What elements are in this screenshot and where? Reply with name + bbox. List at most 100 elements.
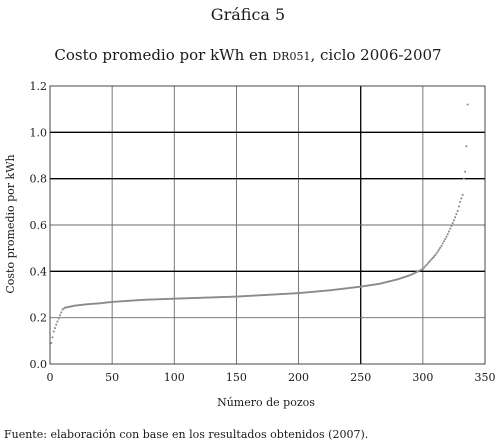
data-point	[172, 297, 174, 300]
data-point	[73, 304, 76, 307]
data-point	[269, 293, 271, 296]
data-point	[108, 301, 111, 304]
y-tick-label: 0.4	[30, 265, 48, 278]
data-point	[88, 303, 91, 305]
data-point	[228, 295, 230, 298]
data-point	[357, 286, 360, 288]
data-point	[96, 302, 99, 305]
data-point	[157, 298, 160, 301]
data-point	[80, 304, 82, 306]
data-point	[418, 269, 421, 272]
data-point	[239, 295, 242, 298]
data-point	[366, 284, 368, 287]
data-point	[363, 285, 366, 287]
data-point	[151, 298, 153, 301]
y-tick-label: 1.2	[30, 80, 48, 93]
data-point	[190, 297, 193, 299]
data-point	[131, 299, 133, 302]
data-point	[443, 240, 445, 243]
data-point	[356, 286, 358, 288]
data-point	[429, 259, 432, 262]
data-point	[192, 297, 194, 299]
data-point	[311, 290, 314, 293]
y-tick-label: 0.2	[30, 312, 48, 325]
chart-title-post: , ciclo 2006-2007	[310, 46, 441, 64]
x-tick-label: 350	[475, 371, 496, 384]
data-point	[462, 177, 465, 180]
data-point	[164, 298, 167, 300]
data-point	[464, 170, 467, 173]
data-point	[216, 296, 219, 299]
data-point	[97, 302, 100, 305]
data-point	[250, 294, 253, 297]
data-point	[460, 197, 463, 200]
data-point	[189, 297, 192, 300]
data-point	[266, 293, 269, 296]
data-point	[455, 213, 458, 216]
data-point	[375, 283, 378, 286]
data-point	[219, 296, 222, 299]
data-point	[298, 292, 301, 294]
data-point	[361, 285, 363, 288]
data-point	[122, 300, 125, 303]
data-point	[137, 299, 140, 302]
data-point	[450, 225, 453, 227]
data-point	[372, 283, 375, 286]
data-point	[368, 284, 371, 287]
grid-lines	[50, 86, 485, 364]
data-point	[187, 297, 189, 300]
data-point	[200, 296, 203, 299]
data-point	[154, 298, 157, 301]
data-point	[389, 280, 392, 282]
data-point	[54, 327, 56, 329]
data-point	[139, 299, 142, 301]
data-point	[244, 295, 247, 297]
data-point	[333, 288, 336, 291]
data-point	[195, 297, 198, 299]
data-point	[93, 302, 96, 305]
chart-title-pre: Costo promedio por kWh en	[54, 46, 272, 64]
data-point	[398, 277, 401, 280]
data-point	[78, 304, 81, 306]
plot-area-frame	[49, 85, 486, 365]
data-point	[51, 336, 54, 339]
data-point	[174, 297, 177, 300]
data-point	[316, 290, 319, 293]
data-point	[56, 320, 59, 323]
data-point	[399, 277, 402, 280]
data-point	[431, 256, 434, 259]
data-point	[338, 288, 341, 291]
data-point	[116, 300, 119, 303]
data-point	[103, 301, 106, 304]
data-point	[254, 294, 256, 297]
x-axis-ticks: 0 50 100 150 200 250 300 350	[47, 371, 496, 384]
data-point	[213, 296, 215, 299]
data-point	[328, 289, 331, 292]
data-point	[453, 219, 455, 222]
data-point	[170, 297, 173, 300]
data-point	[362, 285, 365, 288]
data-point	[126, 300, 128, 302]
data-point	[377, 283, 380, 285]
data-point	[288, 292, 291, 295]
figure-label: Gráfica 5	[211, 5, 285, 24]
data-point	[323, 289, 326, 292]
data-point	[358, 285, 361, 288]
data-point	[306, 291, 309, 294]
data-point	[129, 299, 132, 302]
data-point	[291, 292, 294, 295]
data-point	[111, 301, 114, 303]
data-point	[303, 291, 306, 294]
data-point	[449, 227, 452, 230]
data-point	[302, 291, 305, 294]
data-point	[441, 242, 444, 245]
data-point	[334, 288, 337, 291]
data-point	[293, 292, 296, 295]
data-point	[85, 303, 87, 306]
data-point	[153, 298, 156, 301]
data-point	[444, 238, 447, 240]
data-point	[199, 296, 202, 299]
data-point	[247, 294, 250, 297]
data-point	[384, 281, 387, 284]
data-point	[425, 263, 428, 266]
